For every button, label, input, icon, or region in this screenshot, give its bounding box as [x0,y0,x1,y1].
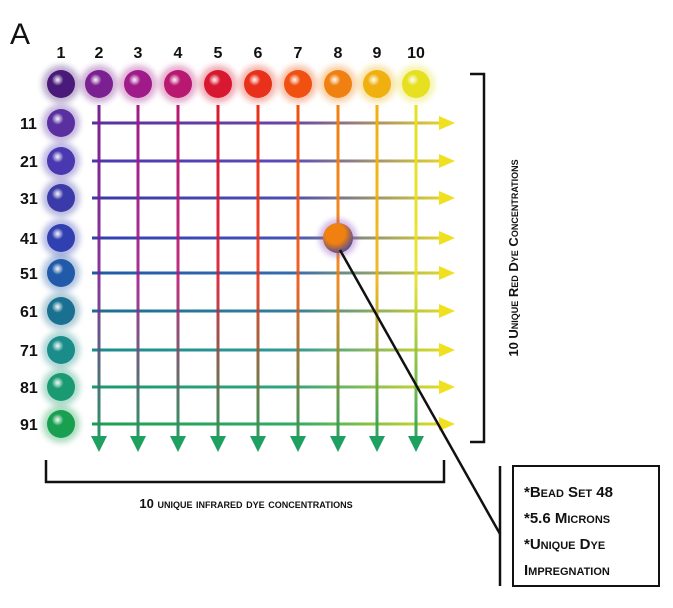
column-arrowhead-2 [91,436,107,452]
row-bead-81 [42,368,80,406]
callout-line-1: *Bead Set 48 [524,484,613,501]
row-bead-11-body [47,109,75,137]
column-bead-7 [279,65,317,103]
bottom-axis-label: 10 unique infrared dye concentrations [139,496,352,511]
row-bead-11 [42,104,80,142]
column-label-2: 2 [95,45,104,62]
row-label-91: 91 [20,417,38,434]
column-bead-6 [239,65,277,103]
column-bead-2 [80,65,118,103]
column-bead-8-body [324,70,352,98]
column-bead-7-body [284,70,312,98]
row-label-31: 31 [20,191,38,208]
column-label-7: 7 [294,45,303,62]
column-bead-2-body [85,70,113,98]
highlighted-bead-body [323,223,353,253]
callout-line-3: *Unique Dye [524,536,605,553]
row-bead-61-body [47,297,75,325]
column-bead-8 [319,65,357,103]
column-label-6: 6 [254,45,263,62]
row-label-81: 81 [20,380,38,397]
column-bead-4 [159,65,197,103]
row-bead-61 [42,292,80,330]
row-beads [42,104,80,443]
right-axis-label: 10 Unique Red Dye Concentrations [506,159,521,356]
row-bead-41 [42,219,80,257]
column-label-1: 1 [57,45,66,62]
column-bead-5-body [204,70,232,98]
row-label-71: 71 [20,343,38,360]
column-bead-3 [119,65,157,103]
column-bead-9-body [363,70,391,98]
row-arrowhead-91 [439,417,455,431]
row-label-61: 61 [20,304,38,321]
column-bead-1-body [47,70,75,98]
row-bead-91-body [47,410,75,438]
row-label-41: 41 [20,231,38,248]
row-bead-81-body [47,373,75,401]
column-bead-10 [397,65,435,103]
column-bead-4-body [164,70,192,98]
row-arrowhead-61 [439,304,455,318]
row-arrowhead-31 [439,191,455,205]
column-bead-5 [199,65,237,103]
column-label-8: 8 [334,45,343,62]
column-bead-3-body [124,70,152,98]
callout-box [512,465,660,587]
right-bracket [470,72,486,444]
callout-line-4: Impregnation [524,562,610,579]
row-bead-21-body [47,147,75,175]
column-bead-10-body [402,70,430,98]
column-arrowhead-10 [408,436,424,452]
panel-label: A [10,18,30,51]
column-arrowhead-5 [210,436,226,452]
row-bead-71-body [47,336,75,364]
column-label-4: 4 [174,45,183,62]
column-arrowhead-6 [250,436,266,452]
column-bead-6-body [244,70,272,98]
row-label-11: 11 [20,116,37,133]
bottom-bracket [44,460,446,484]
row-label-21: 21 [20,154,38,171]
highlighted-bead [319,219,357,257]
highlighted-bead-group [319,219,357,257]
column-label-9: 9 [373,45,382,62]
row-bead-51-body [47,259,75,287]
row-label-51: 51 [20,266,38,283]
row-arrowhead-21 [439,154,455,168]
column-labels: 1 2 3 4 5 6 7 8 9 10 [57,45,425,62]
row-bead-71 [42,331,80,369]
row-arrowhead-11 [439,116,455,130]
row-bead-91 [42,405,80,443]
row-bead-31 [42,179,80,217]
row-bead-51 [42,254,80,292]
column-arrowhead-4 [170,436,186,452]
row-arrowhead-41 [439,231,455,245]
row-arrowhead-81 [439,380,455,394]
column-arrowhead-8 [330,436,346,452]
row-bead-21 [42,142,80,180]
callout-pointer-line [338,249,502,535]
row-labels: 11 21 31 41 51 61 71 81 91 [20,116,38,434]
row-bead-41-body [47,224,75,252]
column-beads [42,65,435,103]
callout-line-2: *5.6 Microns [524,510,610,527]
row-bead-31-body [47,184,75,212]
column-arrowhead-9 [369,436,385,452]
column-arrowhead-7 [290,436,306,452]
row-arrowhead-71 [439,343,455,357]
grid-lines [91,105,455,452]
row-arrowhead-51 [439,266,455,280]
column-label-10: 10 [407,45,425,62]
column-bead-1 [42,65,80,103]
column-label-5: 5 [214,45,223,62]
column-bead-9 [358,65,396,103]
column-label-3: 3 [134,45,143,62]
column-arrowhead-3 [130,436,146,452]
